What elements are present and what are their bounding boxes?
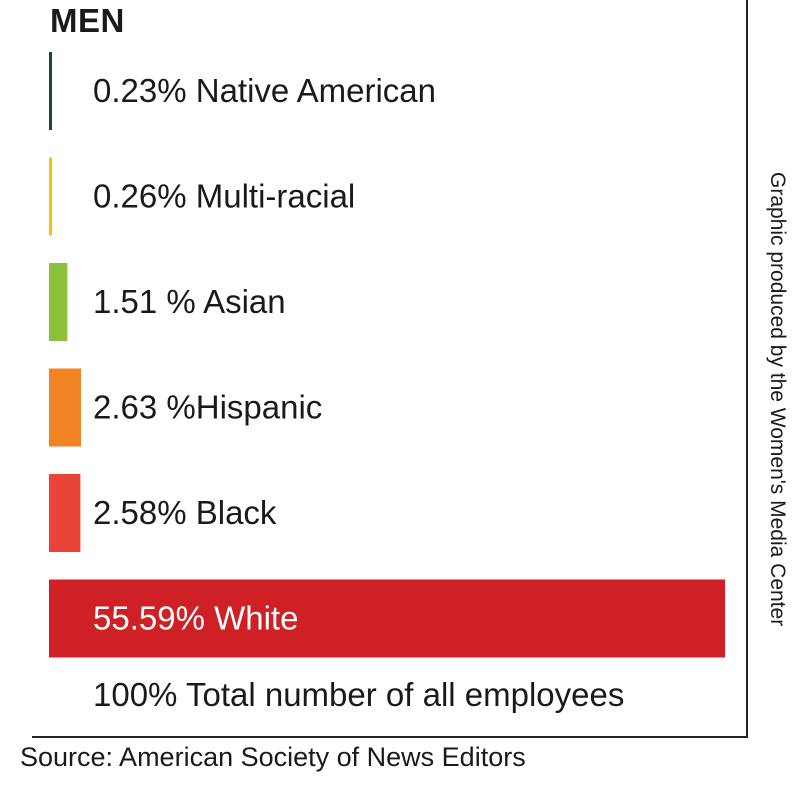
bar-label-asian: 1.51 % Asian	[93, 283, 286, 320]
section-title: MEN	[50, 2, 125, 39]
source-note: Source: American Society of News Editors	[20, 742, 526, 772]
bar-black	[49, 474, 81, 552]
bar-hispanic	[49, 368, 81, 447]
total-label: 100% Total number of all employees	[93, 676, 625, 713]
bar-label-black: 2.58% Black	[93, 494, 277, 531]
bar-label-multi-racial: 0.26% Multi-racial	[93, 178, 355, 215]
bar-multi-racial	[49, 157, 53, 236]
bar-white	[49, 579, 725, 658]
bar-label-hispanic: 2.63 %Hispanic	[93, 389, 322, 426]
bar-label-white: 55.59% White	[93, 600, 298, 637]
bar-native-american	[49, 52, 52, 130]
bar-asian	[49, 263, 68, 341]
chart-frame	[32, 0, 748, 738]
bar-label-native-american: 0.23% Native American	[93, 72, 436, 109]
graphic-credit: Graphic produced by the Women's Media Ce…	[766, 172, 789, 627]
